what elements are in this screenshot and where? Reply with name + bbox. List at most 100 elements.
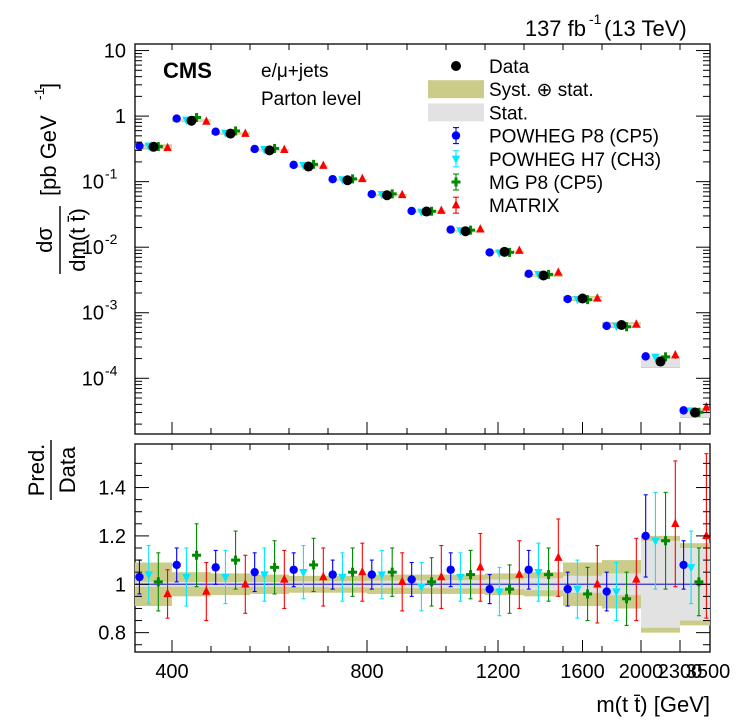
top-pred-point [622, 322, 632, 332]
ratio-pred-point [309, 560, 319, 570]
top-data-point [577, 293, 588, 304]
level-label: Parton level [261, 89, 361, 110]
ratio-pred-point [289, 565, 298, 574]
yaxis-ratio-denominator: Data [55, 446, 80, 493]
legend-marker [451, 177, 461, 187]
ratio-pred-point [427, 577, 437, 587]
ratio-pred-point [182, 573, 191, 583]
x-tick-label: 1600 [560, 661, 605, 683]
ratio-pred-point [358, 566, 367, 576]
ratio-y-tick-label: 0.8 [98, 623, 126, 645]
ratio-pred-point [260, 571, 269, 580]
yaxis-top-denominator: dm(t t̄) [65, 208, 90, 272]
top-data-point [655, 356, 666, 367]
ratio-pred-point [135, 572, 144, 582]
ratio-pred-point [163, 588, 172, 598]
ratio-pred-point [612, 588, 621, 597]
ratio-pred-point [679, 560, 688, 570]
legend-item: MATRIX [451, 196, 560, 217]
legend-item: Data [451, 57, 530, 78]
ratio-pred-point [702, 530, 711, 540]
top-pred-point [437, 205, 446, 214]
legend-swatch [428, 103, 484, 122]
top-panel-plot [135, 113, 711, 418]
x-tick-label: 800 [350, 661, 383, 683]
ratio-pred-point [515, 569, 524, 578]
top-pred-point [241, 128, 250, 137]
legend-label: POWHEG H7 (CH3) [489, 150, 661, 171]
axes: 400 800 1200 1600 20002300350010-410-310-210… [82, 41, 731, 683]
ratio-pred-point [241, 579, 250, 588]
energy-label: (13 TeV) [604, 16, 687, 41]
ratio-pred-point [495, 588, 504, 597]
ratio-pred-point [202, 586, 211, 595]
yaxis-ratio-numerator: Pred. [24, 444, 49, 497]
legend-label: Stat. [489, 103, 528, 124]
top-pred-point [231, 126, 241, 136]
ratio-pred-point-v [469, 570, 473, 580]
top-data-point [342, 175, 353, 186]
top-pred-point [398, 189, 407, 199]
legend-label: POWHEG P8 (CP5) [489, 127, 659, 148]
top-data-point [421, 206, 432, 217]
ratio-pred-point-v [625, 594, 629, 604]
top-data-point [616, 320, 627, 331]
top-data-point [186, 115, 197, 126]
ratio-panel-plot [135, 453, 711, 633]
ratio-pred-point [641, 531, 650, 541]
top-y-tick-label-exp: -3 [105, 297, 118, 313]
top-pred-point [476, 224, 485, 233]
top-pred-point-v [195, 113, 199, 123]
ratio-pred-point-v [390, 567, 394, 577]
ratio-y-tick-label: 1.4 [98, 478, 126, 500]
legend-marker [451, 61, 461, 71]
top-pred-point [505, 247, 515, 257]
ratio-pred-point [417, 583, 426, 592]
ratio-pred-point [622, 594, 632, 604]
top-pred-point [280, 144, 289, 154]
yaxis-top-unit-exp: -1 [31, 87, 47, 100]
top-pred-point [211, 127, 220, 136]
legend-marker-v [454, 177, 458, 187]
top-pred-point-v [664, 352, 668, 362]
top-pred-point [554, 267, 563, 276]
top-y-tick-label: 10 [82, 172, 104, 194]
top-y-tick-label: 10 [104, 41, 126, 63]
top-data-point [382, 190, 392, 201]
ratio-pred-point-v [697, 577, 701, 587]
yaxis-title-ratio: Pred. Data [24, 440, 80, 500]
top-y-tick-label: 10 [82, 237, 104, 259]
ratio-pred-point [338, 573, 347, 583]
ratio-pred-point [250, 567, 259, 577]
ratio-y-tick-label: 1 [115, 574, 126, 596]
top-data-point [690, 407, 700, 418]
ratio-pred-point [328, 570, 337, 579]
legend-item: POWHEG P8 (CP5) [451, 127, 659, 148]
top-data-point [538, 270, 549, 281]
top-pred-point [702, 402, 711, 411]
top-y-tick-label-exp: -1 [105, 166, 118, 182]
ratio-pred-point [407, 575, 416, 584]
top-pred-point-v [351, 174, 355, 184]
ratio-pred-point [367, 570, 376, 579]
top-pred-point [192, 113, 202, 123]
channel-label: e/μ+jets [261, 61, 328, 82]
ratio-pred-point [456, 573, 465, 583]
top-pred-point [671, 350, 680, 359]
top-pred-point [250, 144, 259, 154]
top-pred-point-v [625, 322, 629, 332]
ratio-pred-point [651, 537, 660, 546]
top-data-point [499, 246, 510, 257]
lumi-exponent: -1 [589, 11, 602, 27]
ratio-pred-point [280, 574, 289, 583]
top-y-tick-label: 10 [82, 368, 104, 390]
top-pred-point-v [430, 206, 434, 216]
top-pred-point [348, 174, 358, 184]
ratio-pred-point [299, 568, 308, 578]
legend-label: MATRIX [489, 196, 560, 217]
ratio-pred-point [544, 570, 554, 580]
legend-item: Stat. [428, 103, 528, 124]
yaxis-title-top: dσ dm(t t̄) [pb GeV -1 ] [31, 83, 90, 274]
top-data-point [148, 141, 159, 152]
